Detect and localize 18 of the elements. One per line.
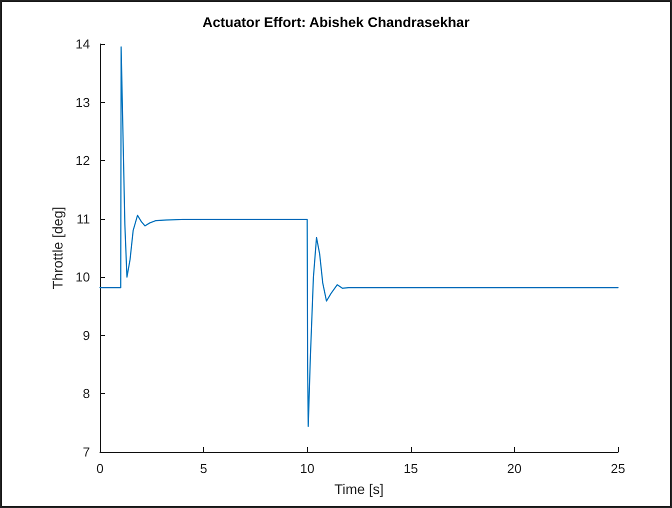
y-tick-label: 13: [76, 94, 90, 110]
y-tick-label: 14: [76, 36, 90, 52]
x-tick-label: 25: [610, 461, 626, 476]
x-tick-label: 15: [404, 461, 418, 476]
x-tick-label: 20: [507, 461, 522, 476]
y-tick-label: 11: [76, 211, 90, 226]
y-tick-label: 9: [82, 328, 90, 343]
y-axis-title: Throttle [deg]: [50, 206, 66, 290]
y-tick-label: 12: [76, 153, 90, 168]
x-axis-title: Time [s]: [334, 481, 384, 497]
x-tick-label: 10: [300, 461, 314, 476]
chart-title: Actuator Effort: Abishek Chandrasekhar: [202, 14, 470, 30]
x-tick-label: 5: [200, 461, 208, 476]
y-tick-label: 10: [76, 270, 90, 285]
y-tick-label: 7: [82, 444, 90, 460]
y-tick-label: 8: [82, 386, 90, 402]
line-series: [99, 46, 619, 427]
x-tick-label: 0: [96, 461, 104, 476]
